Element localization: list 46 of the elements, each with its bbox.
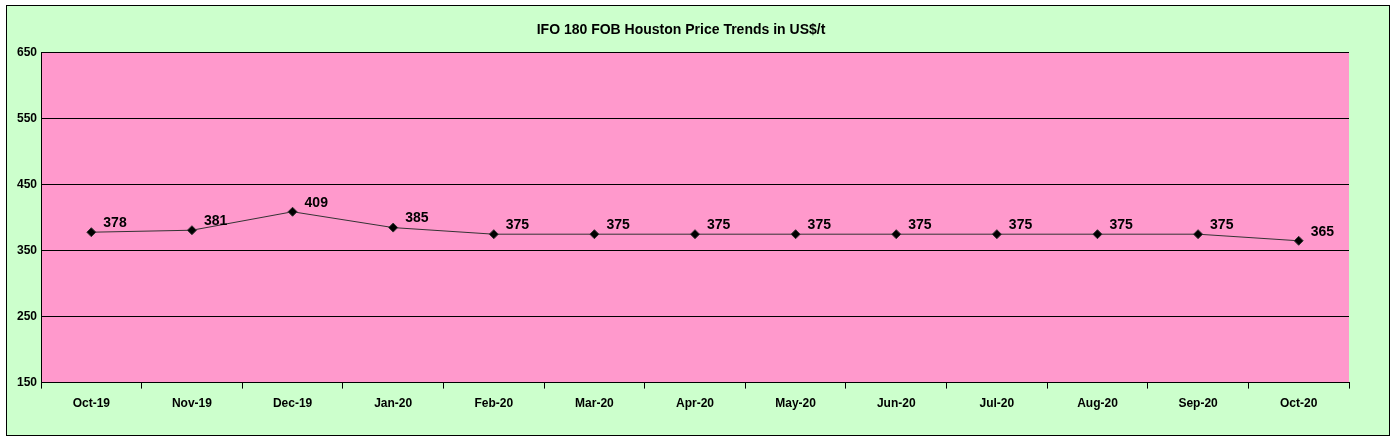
x-tick-label: Nov-19 <box>171 396 213 411</box>
data-label: 375 <box>707 216 731 233</box>
data-label: 375 <box>606 216 630 233</box>
x-tick-label: Apr-20 <box>676 396 715 411</box>
chart-title: IFO 180 FOB Houston Price Trends in US$/t <box>536 21 826 38</box>
data-label: 378 <box>103 214 127 231</box>
x-tick-label: Jun-20 <box>876 396 916 411</box>
point <box>488 229 499 240</box>
x-tick-label: Jul-20 <box>979 396 1015 411</box>
data-label: 375 <box>908 216 932 233</box>
y-tick-label: 450 <box>16 177 38 192</box>
point <box>790 229 801 240</box>
point <box>1193 229 1204 240</box>
data-label: 375 <box>1008 216 1033 233</box>
point <box>388 222 399 233</box>
x-tick-label: Aug-20 <box>1077 396 1119 411</box>
point <box>891 229 902 240</box>
x-tick-label: Oct-20 <box>1280 396 1318 411</box>
data-label: 381 <box>203 212 228 229</box>
data-label: 365 <box>1310 222 1335 239</box>
data-label: 375 <box>505 216 530 233</box>
x-tick-label: Sep-20 <box>1178 396 1219 411</box>
y-tick-label: 250 <box>16 308 38 323</box>
x-tick-label: Mar-20 <box>575 396 615 411</box>
data-label: 375 <box>1210 216 1234 233</box>
x-tick-label: Oct-19 <box>72 396 111 411</box>
data-label: 409 <box>304 193 329 210</box>
y-tick-label: 350 <box>16 242 38 257</box>
point <box>991 229 1002 240</box>
point <box>186 225 197 236</box>
x-tick-label: Feb-20 <box>474 396 514 411</box>
y-tick-label: 650 <box>16 45 38 60</box>
point <box>1092 229 1103 240</box>
point <box>86 227 97 238</box>
data-label: 375 <box>1109 216 1134 233</box>
y-tick-label: 150 <box>16 374 38 389</box>
point <box>1293 235 1304 246</box>
y-tick-label: 550 <box>16 111 38 126</box>
point <box>690 229 701 240</box>
x-tick-label: Jan-20 <box>374 396 413 411</box>
point <box>287 206 298 217</box>
point <box>589 229 600 240</box>
data-label: 385 <box>405 209 429 226</box>
x-tick-label: May-20 <box>775 396 817 411</box>
data-label: 375 <box>807 216 832 233</box>
x-tick-label: Dec-19 <box>272 396 313 411</box>
